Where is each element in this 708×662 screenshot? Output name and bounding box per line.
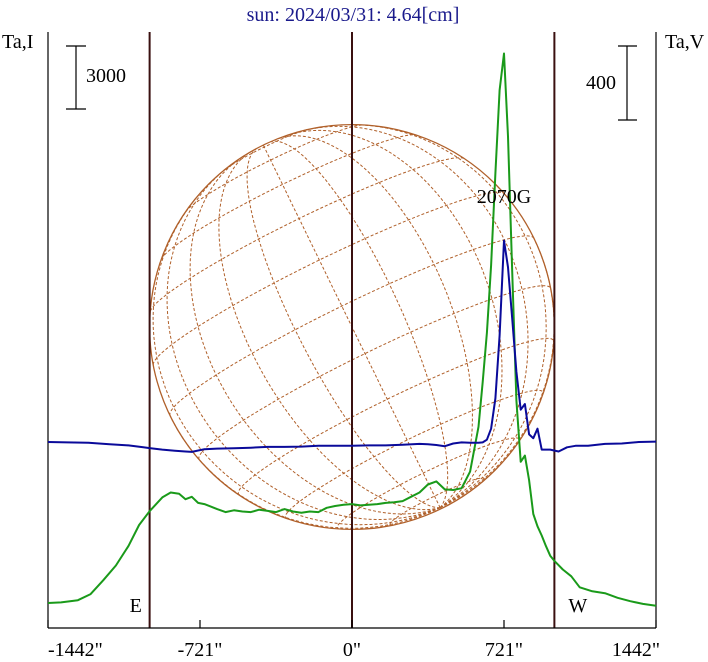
longitude-line	[152, 202, 441, 526]
x-tick-label: 721"	[485, 639, 523, 661]
latitude-line	[152, 191, 505, 365]
chart-title: sun: 2024/03/31: 4.64[cm]	[247, 4, 460, 26]
latitude-line	[161, 134, 416, 260]
x-tick-label: 1442"	[612, 639, 660, 661]
limb-marker-label: W	[568, 595, 587, 617]
latitude-line	[237, 337, 555, 496]
longitude-line	[277, 135, 473, 509]
left-axis-label: Ta,I	[2, 31, 33, 53]
right-scale-bar	[618, 45, 637, 121]
series-line-V	[47, 239, 657, 453]
longitude-line	[218, 152, 441, 511]
longitude-line	[270, 140, 449, 509]
longitude-line	[439, 238, 555, 509]
region-annotation: 2070G	[477, 186, 531, 208]
right-scale-bar-label: 400	[586, 72, 616, 94]
longitude-line	[262, 145, 441, 508]
longitude-line	[306, 125, 529, 509]
series-lines	[47, 52, 657, 607]
longitude-line	[189, 159, 441, 515]
latitude-line	[284, 389, 544, 520]
solar-disk-grid	[148, 123, 556, 531]
annotations: 2070G	[477, 186, 531, 208]
latitude-line	[149, 157, 464, 312]
x-tick-label: -1442"	[48, 639, 103, 661]
right-axis-label: Ta,V	[665, 31, 705, 53]
longitude-line	[246, 148, 441, 509]
x-tick-label: -721"	[178, 639, 223, 661]
left-scale-bar	[66, 45, 86, 110]
x-tick-label: 0"	[343, 639, 361, 661]
latitude-line	[336, 437, 520, 530]
longitude-line	[166, 169, 441, 521]
x-axis: -1442" -721" 0" 721" 1442"	[47, 32, 660, 661]
limb-marker-label: E	[130, 595, 142, 617]
longitude-line	[351, 124, 547, 509]
left-scale-bar-label: 3000	[86, 65, 126, 87]
longitude-line	[169, 415, 441, 529]
series-line-I	[47, 52, 657, 607]
longitude-line	[290, 129, 503, 509]
